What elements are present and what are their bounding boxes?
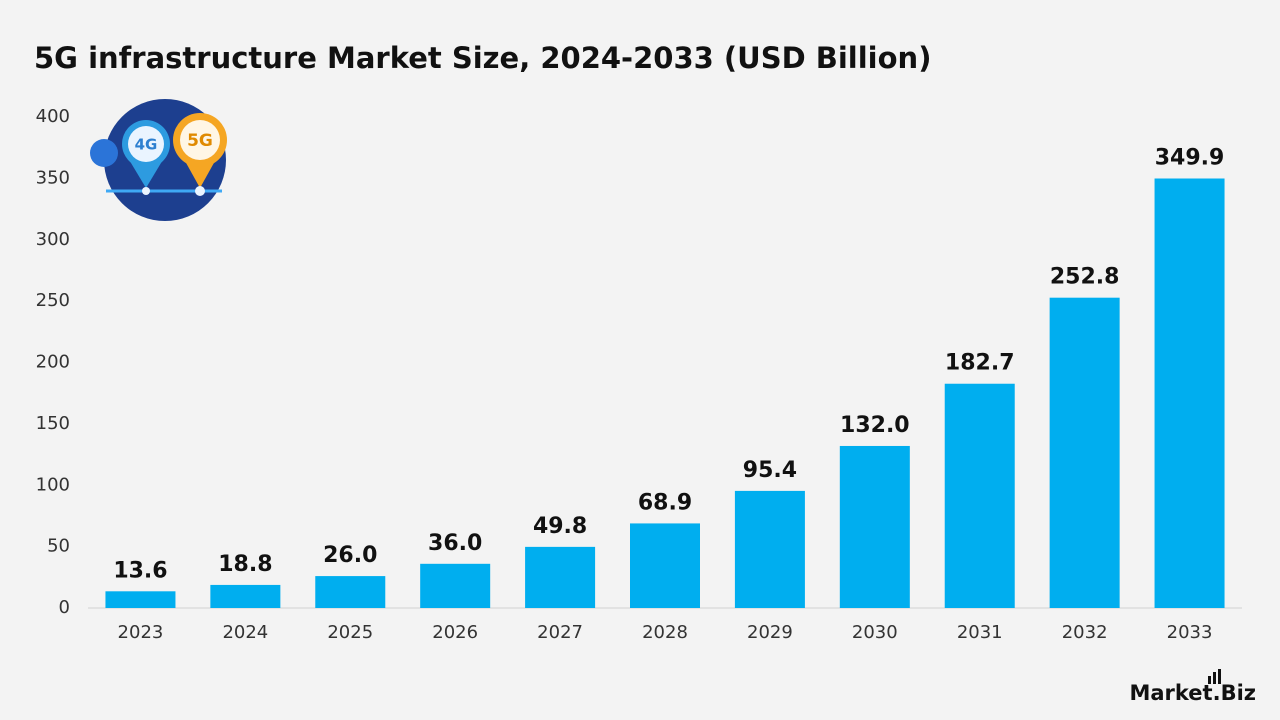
x-tick-label: 2031 (957, 622, 1003, 643)
bar (734, 490, 805, 608)
y-tick-label: 50 (47, 536, 70, 557)
logo-bar (1208, 676, 1211, 684)
bar (1049, 297, 1120, 608)
value-label: 132.0 (840, 413, 910, 438)
x-tick-label: 2024 (222, 622, 268, 643)
bar (315, 576, 386, 608)
y-tick-label: 400 (36, 106, 70, 127)
icon-label: 4G (135, 136, 158, 154)
y-tick-label: 100 (36, 474, 70, 495)
bar (1154, 178, 1225, 609)
y-tick-label: 150 (36, 413, 70, 434)
logo-bar (1213, 672, 1216, 684)
bar (630, 523, 700, 608)
x-tick-label: 2023 (118, 622, 164, 643)
chart-title: 5G infrastructure Market Size, 2024-2033… (34, 41, 931, 75)
value-label: 13.6 (113, 558, 167, 583)
bar (839, 445, 910, 608)
y-tick-label: 0 (59, 597, 70, 618)
x-tick-label: 2025 (327, 622, 373, 643)
icon-pin (90, 139, 118, 167)
logo-bar (1218, 669, 1221, 684)
value-label: 26.0 (323, 543, 377, 568)
value-label: 349.9 (1155, 145, 1225, 170)
logo: Market.Biz (1129, 669, 1256, 705)
icon-label: 5G (187, 131, 213, 151)
value-label: 36.0 (428, 531, 482, 556)
x-tick-label: 2030 (852, 622, 898, 643)
icon-pin (180, 120, 220, 160)
bar (105, 591, 176, 608)
x-tick-label: 2028 (642, 622, 688, 643)
icon-dot (195, 186, 205, 196)
icon-pin (128, 126, 164, 162)
x-tick-label: 2032 (1062, 622, 1108, 643)
icon-dot (142, 187, 150, 195)
bar (210, 584, 281, 608)
value-label: 68.9 (638, 490, 692, 515)
value-label: 18.8 (218, 552, 272, 577)
value-label: 182.7 (945, 351, 1015, 376)
x-tick-label: 2026 (432, 622, 478, 643)
x-tick-label: 2033 (1167, 622, 1213, 643)
y-tick-label: 350 (36, 167, 70, 188)
y-tick-label: 250 (36, 290, 70, 311)
x-tick-label: 2029 (747, 622, 793, 643)
bar (420, 563, 491, 608)
value-label: 49.8 (533, 514, 587, 539)
logo-text: Market.Biz (1129, 681, 1256, 705)
icon: 4G 5G (90, 99, 227, 221)
value-label: 252.8 (1050, 265, 1120, 290)
bar (525, 546, 596, 608)
x-tick-label: 2027 (537, 622, 583, 643)
y-tick-label: 200 (36, 352, 70, 373)
value-label: 95.4 (743, 458, 797, 483)
bar (944, 383, 1015, 608)
y-tick-label: 300 (36, 229, 70, 250)
